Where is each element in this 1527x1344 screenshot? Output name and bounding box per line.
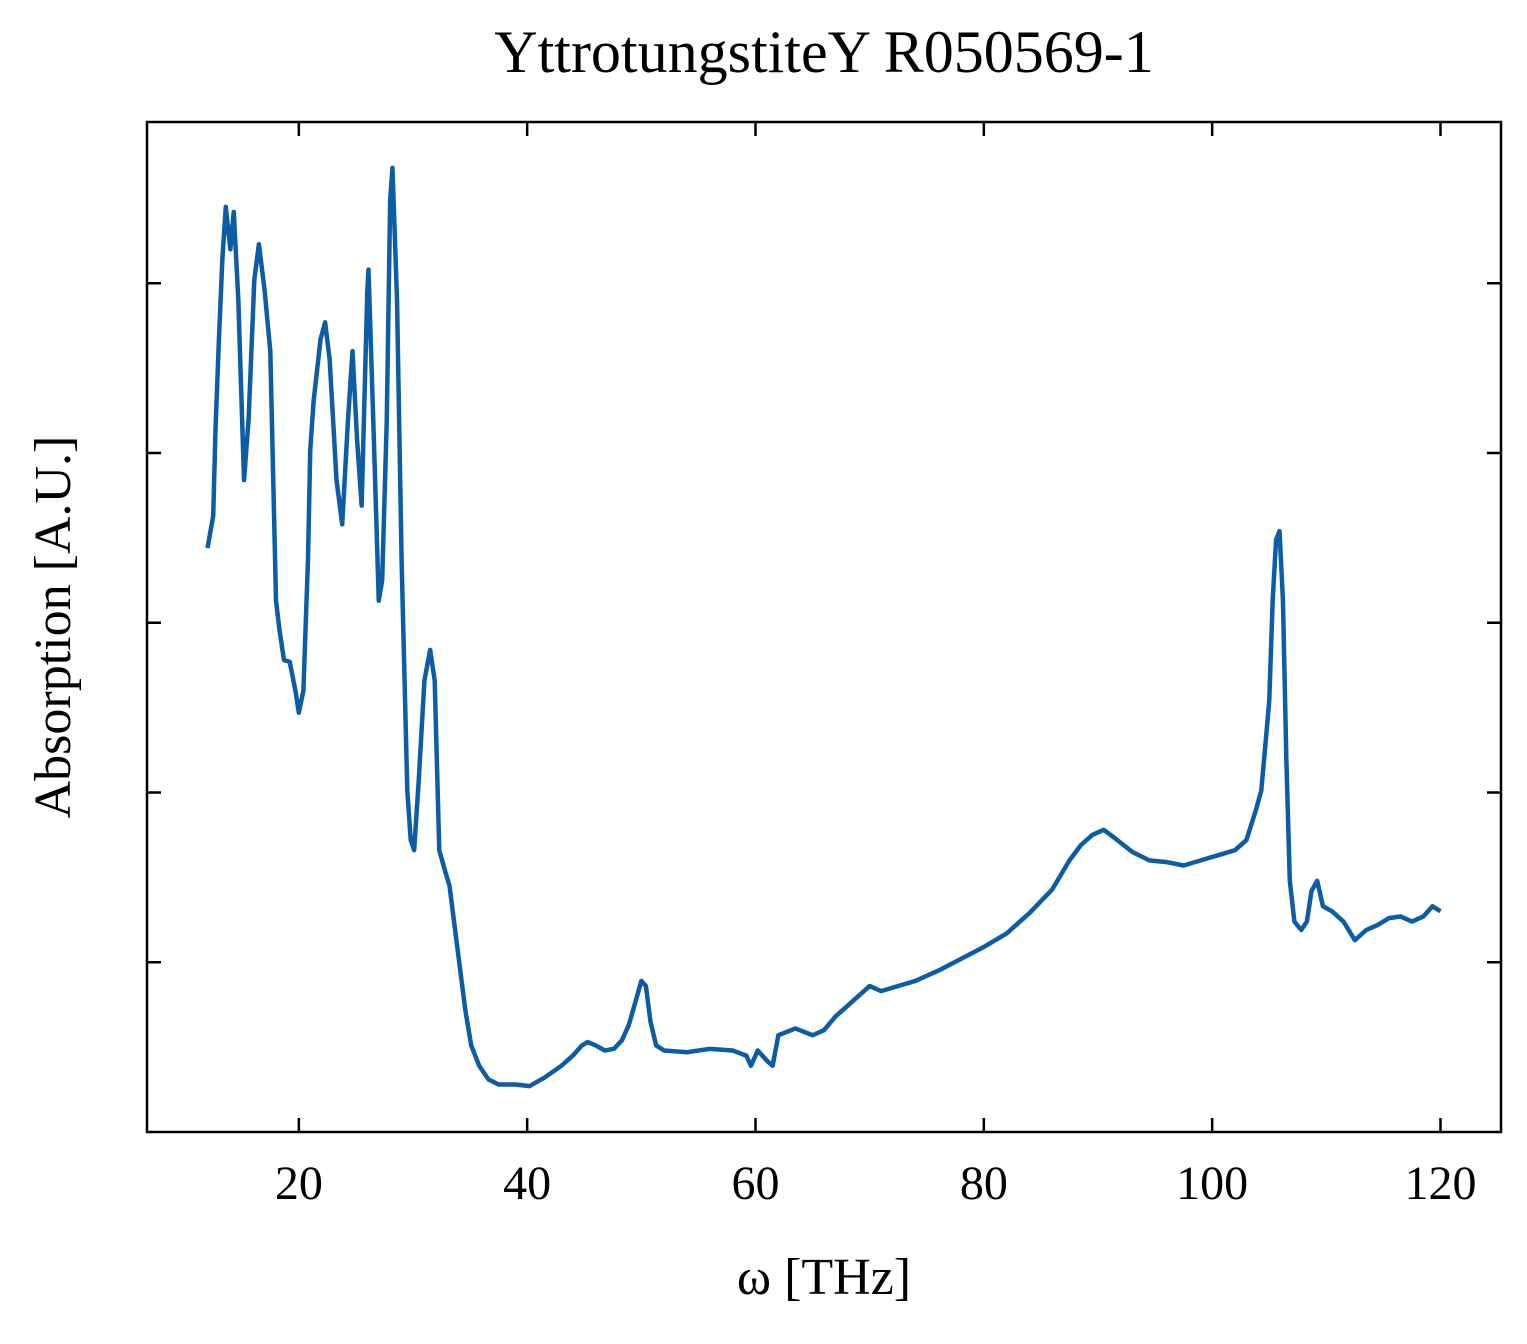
plot-frame bbox=[145, 120, 1503, 1134]
x-axis-label: ω [THz] bbox=[737, 1249, 911, 1306]
x-tick-label: 20 bbox=[275, 1157, 323, 1210]
x-tick-label: 120 bbox=[1404, 1157, 1476, 1210]
x-tick-label: 80 bbox=[960, 1157, 1008, 1210]
x-tick-label: 40 bbox=[503, 1157, 551, 1210]
data-line bbox=[205, 165, 1442, 1089]
chart-title: YttrotungstiteY R050569-1 bbox=[494, 19, 1153, 85]
y-axis-label: Absorption [A.U.] bbox=[25, 436, 82, 819]
x-tick-label: 60 bbox=[732, 1157, 780, 1210]
x-tick-label: 100 bbox=[1176, 1157, 1248, 1210]
